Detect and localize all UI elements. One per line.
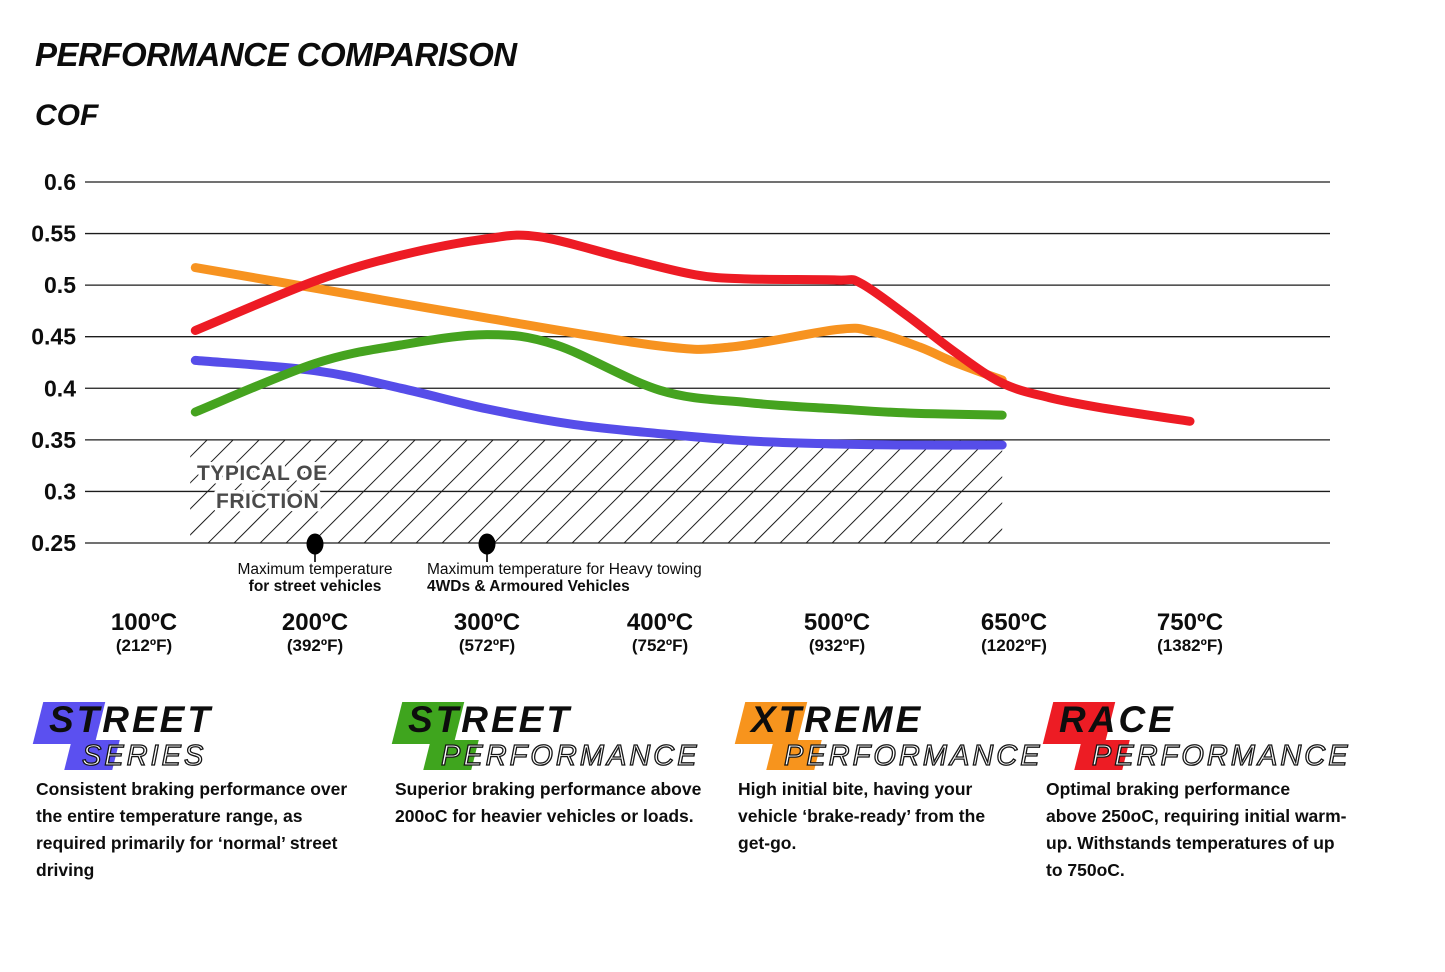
legend-item-street-series: STREET SERIES Consistent braking performan… [32,698,376,898]
marker-dot-200 [306,533,324,555]
y-tick-0.5: 0.5 [44,272,76,298]
logo-word-secondary-text: PERFORMANCE [784,740,1043,772]
x-tick-650f: (1202ºF) [981,636,1047,655]
logo-word-primary: STREET [49,699,213,740]
logo-word-secondary: PERFORMANCE [440,739,700,772]
race-performance-logo: RACE PERFORMANCE [1042,698,1381,774]
logo-word-primary: RACE [1059,699,1176,740]
oe-friction-label: TYPICAL OE [197,462,328,485]
x-tick-100f: (212ºF) [116,636,172,655]
x-tick-100c: 100ºC [111,609,177,636]
line-xtreme-performance [190,263,1007,385]
legend-description-line: to 750oC. [1046,860,1125,880]
y-tick-0.35: 0.35 [31,427,76,453]
legend-description-line: Optimal braking performance [1046,779,1291,799]
legend-item-xtreme-performance: XTREME PERFORMANCE High initial bite, havi… [734,698,1040,898]
chart-title: PERFORMANCE COMPARISON [35,36,517,73]
y-tick-0.55: 0.55 [31,221,76,247]
legend-description-line: vehicle ‘brake-ready’ from the [738,806,986,826]
logo-word-primary: XTREME [751,699,924,740]
marker-label-200: for street vehicles [249,578,382,595]
legend-item-race-performance: RACE PERFORMANCE Optimal braking performan… [1042,698,1381,898]
legend-description-line: get-go. [738,833,797,853]
oe-friction-label: FRICTION [216,490,319,513]
x-tick-750c: 750ºC [1157,609,1223,636]
logo-word-secondary-text: SERIES [82,740,206,772]
y-tick-0.6: 0.6 [44,169,76,195]
legend-description-line: Consistent braking performance over [36,779,348,799]
line-race-performance [190,230,1195,426]
x-tick-300c: 300ºC [454,609,520,636]
line-street-series [190,355,1007,450]
marker-label-200: Maximum temperature [237,561,392,578]
legend-description-line: up. Withstands temperatures of up [1046,833,1335,853]
xtreme-performance-logo: XTREME PERFORMANCE [734,698,1040,774]
legend-description-line: the entire temperature range, as [36,806,303,826]
legend-description-line: 200oC for heavier vehicles or loads. [395,806,694,826]
logo-word-primary: STREET [408,699,572,740]
legend-description-line: above 250oC, requiring initial warm- [1046,806,1347,826]
logo-word-secondary: SERIES [81,739,206,772]
legend-description-line: required primarily for ‘normal’ street [36,833,338,853]
x-tick-500c: 500ºC [804,609,870,636]
x-tick-500f: (932ºF) [809,636,865,655]
y-tick-0.25: 0.25 [31,530,76,556]
x-tick-300f: (572ºF) [459,636,515,655]
y-tick-0.45: 0.45 [31,324,76,350]
x-tick-650c: 650ºC [981,609,1047,636]
y-tick-0.4: 0.4 [44,375,76,401]
logo-word-secondary: PERFORMANCE [783,739,1043,772]
legend-description-line: Superior braking performance above [395,779,702,799]
x-tick-400f: (752ºF) [632,636,688,655]
logo-word-secondary-text: PERFORMANCE [1092,740,1351,772]
legend-description-line: High initial bite, having your [738,779,973,799]
x-tick-400c: 400ºC [627,609,693,636]
marker-dot-300 [478,533,496,555]
legend-description: Consistent braking performance over the e… [36,776,347,884]
marker-label-300: 4WDs & Armoured Vehicles [427,578,630,595]
legend-description: High initial bite, having your vehicle ‘b… [738,776,985,857]
line-street-performance [190,330,1007,420]
performance-chart: 0.6 0.55 0.5 0.45 0.4 0.35 0.3 0.25 TYPICAL OE FR… [31,169,1330,655]
logo-word-secondary-text: PERFORMANCE [441,740,700,772]
legend-item-street-performance: STREET PERFORMANCE Superior braking perfor… [391,698,730,898]
legend-description: Optimal braking performance above 250oC, … [1046,776,1347,884]
y-axis-title: COF [35,99,99,132]
logo-word-secondary: PERFORMANCE [1091,739,1351,772]
x-tick-750f: (1382ºF) [1157,636,1223,655]
y-tick-0.3: 0.3 [44,478,76,504]
legend-description: Superior braking performance above 200oC … [395,776,701,830]
legend-description-line: driving [36,860,95,880]
x-tick-200c: 200ºC [282,609,348,636]
marker-label-300: Maximum temperature for Heavy towing [427,561,702,578]
x-tick-200f: (392ºF) [287,636,343,655]
street-performance-logo: STREET PERFORMANCE [391,698,730,774]
street-series-logo: STREET SERIES [32,698,376,774]
